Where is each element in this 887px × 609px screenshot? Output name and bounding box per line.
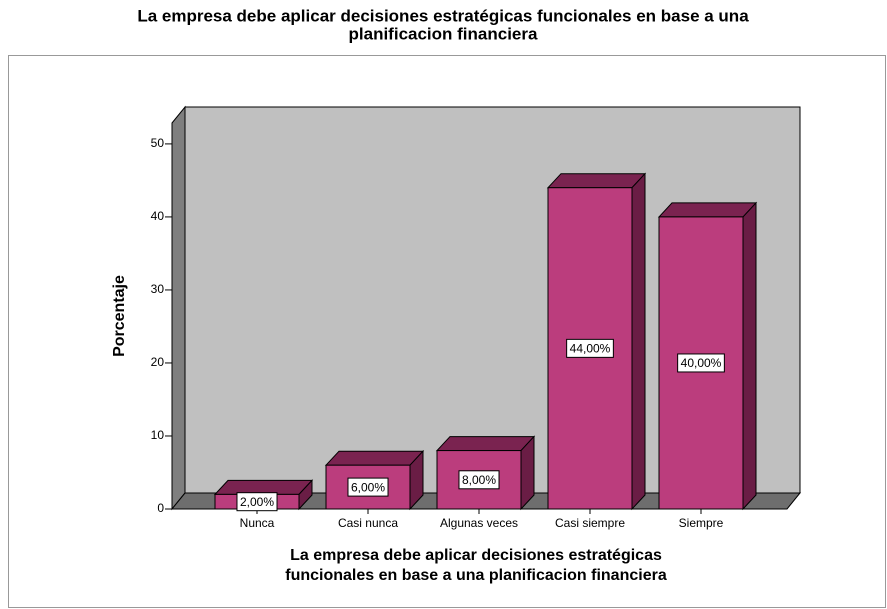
value-label: 2,00% — [240, 495, 274, 509]
value-label-box — [566, 338, 614, 358]
x-tick-label: Siempre — [679, 516, 724, 530]
value-label: 8,00% — [462, 473, 496, 487]
bar-top — [324, 450, 425, 466]
value-label: 6,00% — [351, 480, 385, 494]
x-tick-label: Casi siempre — [555, 516, 625, 530]
y-axis-title: Porcentaje — [111, 275, 128, 357]
bar-top — [435, 436, 536, 452]
x-tick-label: Algunas veces — [440, 516, 518, 530]
value-label-box — [236, 492, 278, 512]
side-wall — [171, 105, 186, 511]
y-tick-label: 0 — [157, 501, 164, 515]
bar — [435, 435, 536, 511]
value-label-box — [347, 477, 389, 497]
bar-top — [657, 202, 758, 218]
x-tick-label: Casi nunca — [338, 516, 398, 530]
chart-title: planificacion financiera — [349, 24, 538, 43]
x-axis-title: funcionales en base a una planificacion … — [285, 567, 667, 584]
value-label: 40,00% — [681, 356, 722, 370]
bar-side — [631, 172, 646, 511]
y-tick-label: 50 — [151, 136, 165, 150]
y-tick-label: 10 — [151, 428, 165, 442]
chart-title: La empresa debe aplicar decisiones estra… — [137, 6, 749, 25]
value-label-box — [458, 470, 500, 490]
x-tick-label: Nunca — [240, 516, 275, 530]
y-tick-label: 20 — [151, 355, 165, 369]
bar-side — [742, 201, 757, 511]
x-axis-title: La empresa debe aplicar decisiones estra… — [290, 547, 662, 564]
value-label: 44,00% — [570, 342, 611, 356]
y-tick-label: 40 — [151, 209, 165, 223]
y-tick-label: 30 — [151, 282, 165, 296]
value-label-box — [677, 353, 725, 373]
bar-top — [546, 173, 647, 189]
